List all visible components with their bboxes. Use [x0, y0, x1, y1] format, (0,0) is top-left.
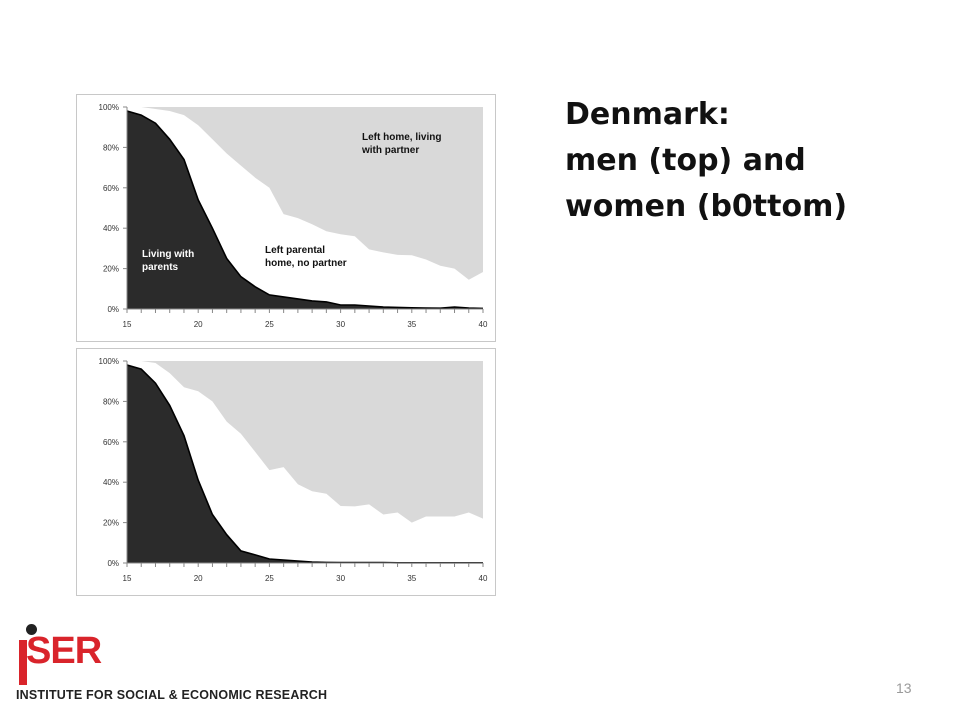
logo-stem-icon [19, 640, 27, 685]
women-x-tick-label: 40 [479, 574, 488, 583]
page-number: 13 [896, 680, 912, 696]
women-y-tick-label: 40% [103, 478, 119, 487]
women-series-living-with-parents [127, 365, 483, 563]
logo-wordmark: SER [26, 630, 102, 672]
men-x-tick-label: 35 [407, 320, 416, 329]
slide-title: Denmark: men (top) and women (b0ttom) [565, 92, 945, 230]
women-y-tick-label: 60% [103, 438, 119, 447]
men-y-tick-label: 0% [107, 305, 119, 314]
men-x-tick-label: 40 [479, 320, 488, 329]
men-annotation: Living with parents [142, 249, 194, 273]
women-x-tick-label: 25 [265, 574, 274, 583]
men-annotation: Left parental home, no partner [265, 245, 347, 269]
logo-dot-icon [26, 624, 37, 635]
men-y-tick-label: 80% [103, 143, 119, 152]
logo-subtitle: INSTITUTE FOR SOCIAL & ECONOMIC RESEARCH [16, 688, 328, 702]
men-x-tick-label: 25 [265, 320, 274, 329]
title-line-1: Denmark: [565, 97, 730, 132]
men-x-tick-label: 15 [123, 320, 132, 329]
women-series-left-no-partner [127, 361, 483, 563]
women-x-tick-label: 15 [123, 574, 132, 583]
men-parents-boundary-line [126, 110, 484, 310]
men-series-living-with-parents [127, 111, 483, 309]
women-x-tick-label: 30 [336, 574, 345, 583]
men-annotation: Left home, living with partner [361, 132, 441, 156]
men-y-tick-label: 60% [103, 184, 119, 193]
chart-men: 0% 20% 40% 60% 80% 100% 15 20 25 30 35 40 Living wit… [76, 94, 496, 342]
women-y-tick-label: 0% [107, 559, 119, 568]
chart-men-svg: 0% 20% 40% 60% 80% 100% 15 20 25 30 35 40 Living wit… [99, 103, 488, 329]
chart-women: 0% 20% 40% 60% 80% 100% 15 20 25 30 35 40 [76, 348, 496, 596]
chart-women-svg: 0% 20% 40% 60% 80% 100% 15 20 25 30 35 40 [99, 357, 488, 583]
title-line-3: women (b0ttom) [565, 189, 848, 224]
women-y-tick-label: 20% [103, 519, 119, 528]
men-y-tick-label: 20% [103, 265, 119, 274]
title-line-2: men (top) and [565, 143, 806, 178]
men-y-tick-label: 40% [103, 224, 119, 233]
men-series-left-no-partner [127, 107, 483, 309]
women-x-tick-label: 35 [407, 574, 416, 583]
women-y-tick-label: 80% [103, 397, 119, 406]
women-x-tick-label: 20 [194, 574, 203, 583]
men-y-tick-label: 100% [99, 103, 119, 112]
men-x-tick-label: 30 [336, 320, 345, 329]
women-y-tick-label: 100% [99, 357, 119, 366]
men-series-left-with-partner [127, 107, 483, 280]
men-x-tick-label: 20 [194, 320, 203, 329]
women-series-left-with-partner [127, 361, 483, 523]
